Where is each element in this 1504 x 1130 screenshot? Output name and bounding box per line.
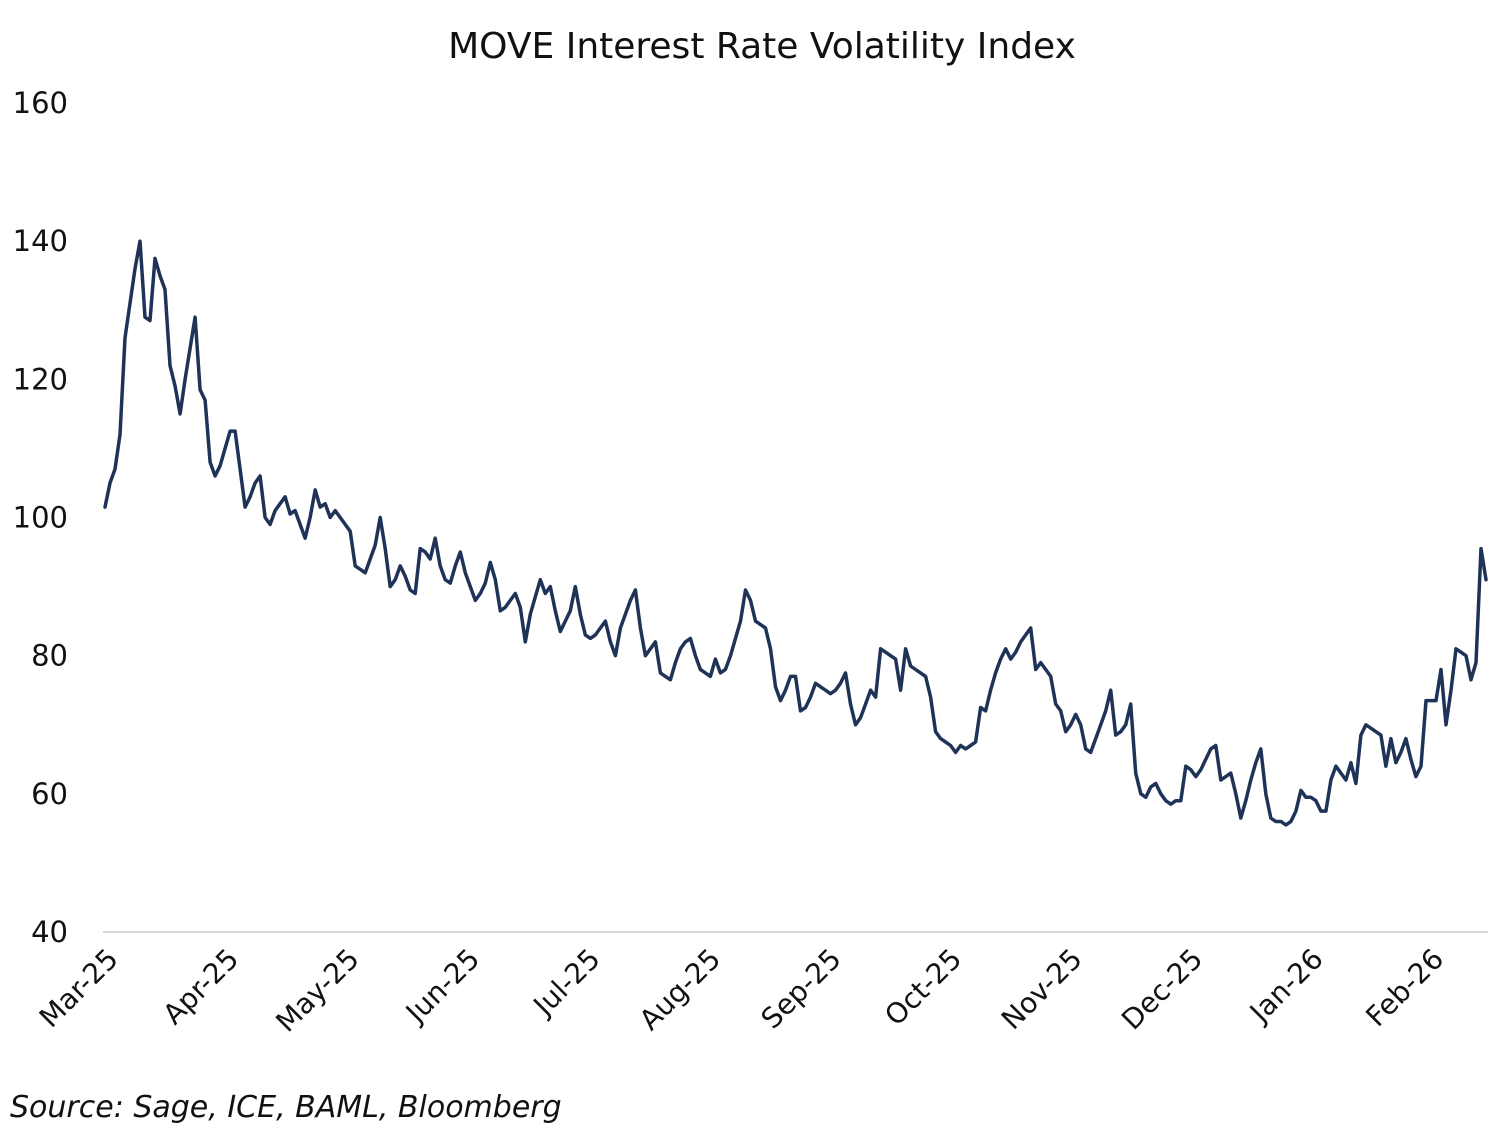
x-tick-label: May-25 [269,942,365,1038]
y-tick-label: 40 [31,915,68,949]
y-tick-label: 120 [13,362,68,396]
x-tick-label: Oct-25 [878,942,968,1032]
x-tick-label: Nov-25 [995,942,1089,1036]
x-tick-label: Jul-25 [526,942,607,1023]
source-note: Source: Sage, ICE, BAML, Bloomberg [10,1090,562,1125]
x-tick-label: Dec-25 [1115,942,1209,1036]
x-tick-label: Jun-25 [398,942,486,1030]
line-chart: MOVE Interest Rate Volatility Index 40 60… [13,26,1488,1039]
chart-title: MOVE Interest Rate Volatility Index [448,26,1076,67]
y-tick-label: 160 [13,86,68,120]
y-tick-label: 100 [13,501,68,535]
x-tick-label: Mar-25 [33,942,125,1034]
x-tick-label: Sep-25 [755,942,848,1035]
x-tick-label: Jan-26 [1242,942,1330,1030]
y-axis-tick-labels: 40 60 80 100 120 140 160 [13,86,68,949]
y-tick-label: 60 [31,777,68,811]
series-line-move-index [103,239,1488,827]
x-axis-tick-labels: Mar-25 Apr-25 May-25 Jun-25 Jul-25 Aug-25 Sep-… [33,942,1450,1038]
y-tick-label: 80 [31,639,68,673]
x-tick-label: Aug-25 [633,942,727,1036]
y-tick-label: 140 [13,224,68,258]
x-tick-label: Apr-25 [156,942,245,1031]
x-tick-label: Feb-26 [1359,942,1450,1033]
